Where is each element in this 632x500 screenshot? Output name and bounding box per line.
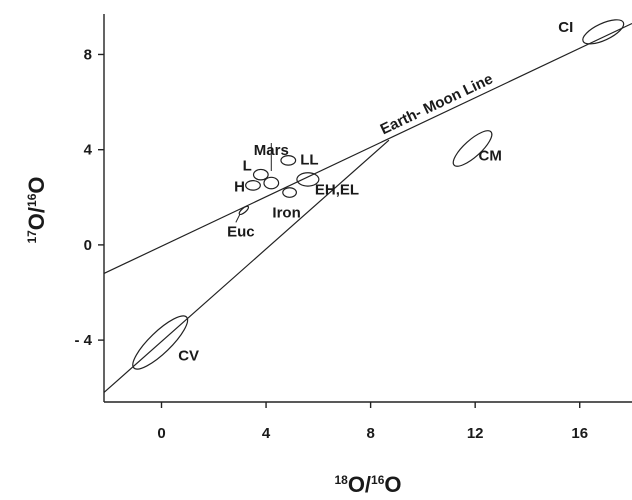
earth-moon-line-label: Earth- Moon Line bbox=[378, 70, 496, 138]
group-label-cm: CM bbox=[479, 147, 502, 164]
meteorite-groups bbox=[132, 19, 625, 370]
group-ellipse-cm bbox=[452, 130, 493, 167]
group-ellipse-ll bbox=[280, 155, 297, 166]
group-ellipse-cv bbox=[132, 315, 189, 370]
group-label-ll: LL bbox=[300, 151, 318, 168]
reference-lines: Earth- Moon Line bbox=[103, 22, 632, 393]
group-ellipse-h bbox=[245, 180, 261, 191]
group-ellipse-euc bbox=[238, 205, 250, 216]
group-ellipse-mars bbox=[263, 176, 280, 190]
group-label-ci: CI bbox=[558, 19, 573, 36]
group-ellipse-iron bbox=[282, 187, 297, 198]
y-tick-label: - 4 bbox=[74, 332, 92, 349]
axes: 0 4 8 12 16 8 4 0 - 4 bbox=[74, 14, 632, 442]
x-tick-label: 4 bbox=[262, 425, 271, 442]
y-tick-label: 0 bbox=[84, 237, 92, 254]
group-label-cv: CV bbox=[178, 347, 199, 364]
y-tick-label: 8 bbox=[84, 46, 92, 63]
group-label-h: H bbox=[234, 178, 245, 195]
y-tick-label: 4 bbox=[84, 142, 93, 159]
group-ellipse-eh-el bbox=[296, 172, 320, 187]
x-tick-label: 12 bbox=[467, 425, 484, 442]
x-tick-label: 16 bbox=[571, 425, 588, 442]
euc-leader-line bbox=[235, 214, 241, 223]
axis-titles: 18O/16O 17O/16O bbox=[24, 176, 402, 497]
group-label-l: L bbox=[243, 158, 252, 175]
group-label-euc: Euc bbox=[227, 223, 255, 240]
group-ellipse-ci bbox=[582, 19, 625, 45]
group-label-iron: Iron bbox=[272, 205, 300, 222]
x-axis-title: 18O/16O bbox=[334, 472, 401, 497]
earth-moon-line bbox=[103, 22, 632, 275]
x-tick-label: 0 bbox=[157, 425, 165, 442]
mixing-line bbox=[103, 139, 390, 393]
y-axis-title: 17O/16O bbox=[24, 176, 49, 243]
group-label-eh-el: EH,EL bbox=[315, 181, 359, 198]
x-tick-label: 8 bbox=[366, 425, 374, 442]
group-ellipse-l bbox=[252, 168, 269, 181]
